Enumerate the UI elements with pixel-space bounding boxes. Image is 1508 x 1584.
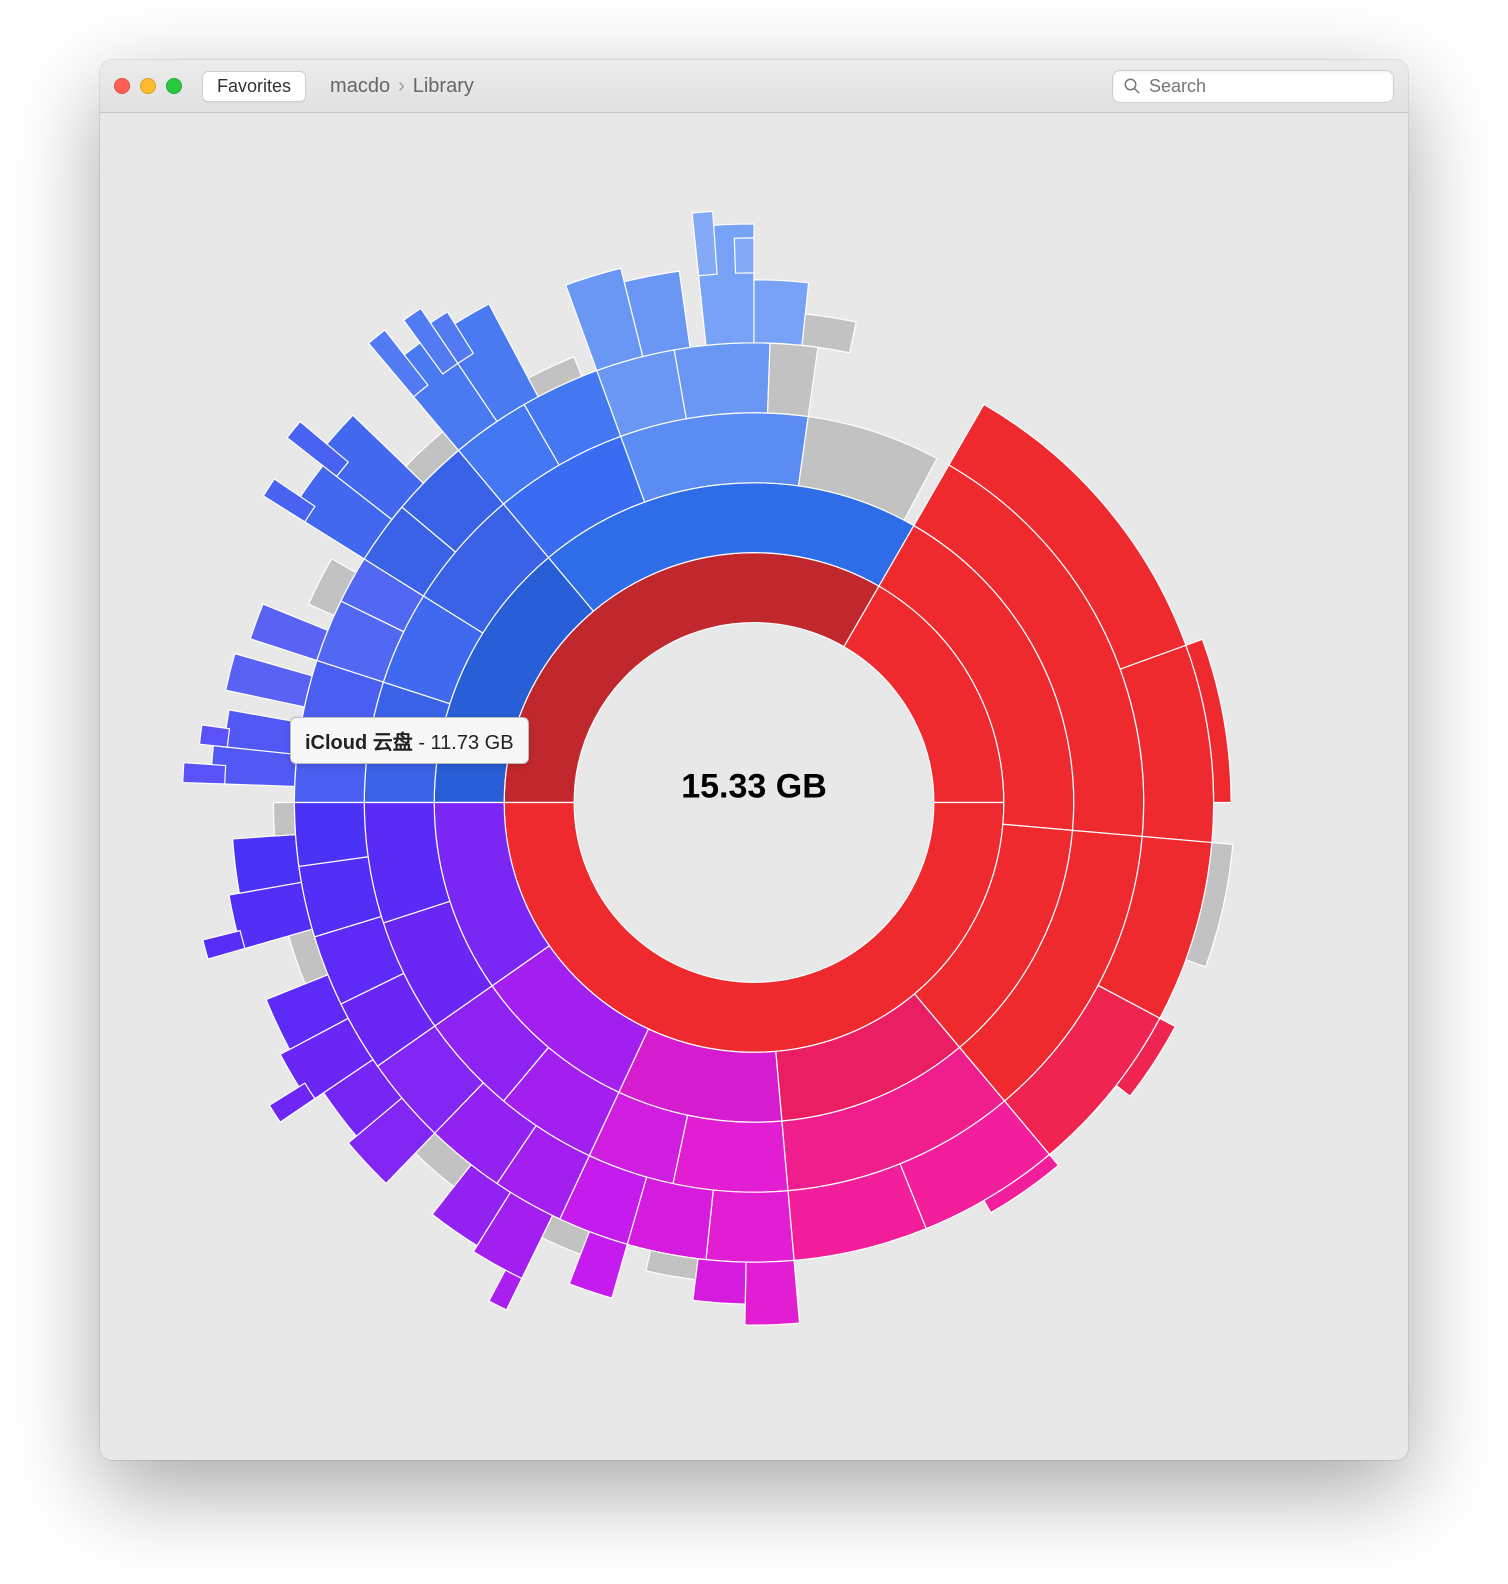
sunburst-segment[interactable] xyxy=(294,802,368,866)
sunburst-segment[interactable] xyxy=(693,1259,746,1304)
favorites-button[interactable]: Favorites xyxy=(202,71,306,102)
search-icon xyxy=(1123,77,1141,95)
sunburst-chart[interactable]: 15.33 GB iCloud 云盘 - 11.73 GB xyxy=(100,113,1408,1460)
sunburst-segment[interactable] xyxy=(203,931,245,959)
segment-tooltip: iCloud 云盘 - 11.73 GB xyxy=(290,717,529,764)
sunburst-segment[interactable] xyxy=(269,1083,315,1122)
sunburst-segment[interactable] xyxy=(250,604,327,660)
sunburst-segment[interactable] xyxy=(734,238,754,273)
sunburst-segment[interactable] xyxy=(674,343,770,419)
app-window: Favorites macdo › Library 15.33 GB iClou… xyxy=(100,60,1408,1460)
tooltip-sep: - xyxy=(418,732,430,754)
sunburst-segment[interactable] xyxy=(263,479,315,522)
sunburst-segment[interactable] xyxy=(673,1115,788,1192)
sunburst-segment[interactable] xyxy=(489,1270,522,1310)
traffic-lights xyxy=(114,78,182,94)
breadcrumb-item[interactable]: Library xyxy=(413,75,474,98)
sunburst-svg[interactable] xyxy=(100,113,1408,1460)
sunburst-segment[interactable] xyxy=(692,211,717,275)
breadcrumb[interactable]: macdo › Library xyxy=(330,75,474,98)
tooltip-size: 11.73 GB xyxy=(431,732,514,754)
sunburst-segment[interactable] xyxy=(226,654,312,707)
breadcrumb-sep-icon: › xyxy=(398,75,405,98)
tooltip-name: iCloud 云盘 xyxy=(305,732,413,754)
search-field[interactable] xyxy=(1112,70,1394,103)
close-icon[interactable] xyxy=(114,78,130,94)
breadcrumb-item[interactable]: macdo xyxy=(330,75,390,98)
titlebar: Favorites macdo › Library xyxy=(100,60,1408,113)
sunburst-segment[interactable] xyxy=(768,343,818,416)
sunburst-segment[interactable] xyxy=(745,1260,800,1325)
sunburst-segment[interactable] xyxy=(273,802,295,836)
sunburst-segment[interactable] xyxy=(706,1190,794,1262)
minimize-icon[interactable] xyxy=(140,78,156,94)
sunburst-segment[interactable] xyxy=(183,763,226,784)
search-input[interactable] xyxy=(1147,75,1383,98)
sunburst-segment[interactable] xyxy=(199,725,229,747)
sunburst-segment[interactable] xyxy=(754,280,809,345)
zoom-icon[interactable] xyxy=(166,78,182,94)
sunburst-segment[interactable] xyxy=(233,835,302,894)
